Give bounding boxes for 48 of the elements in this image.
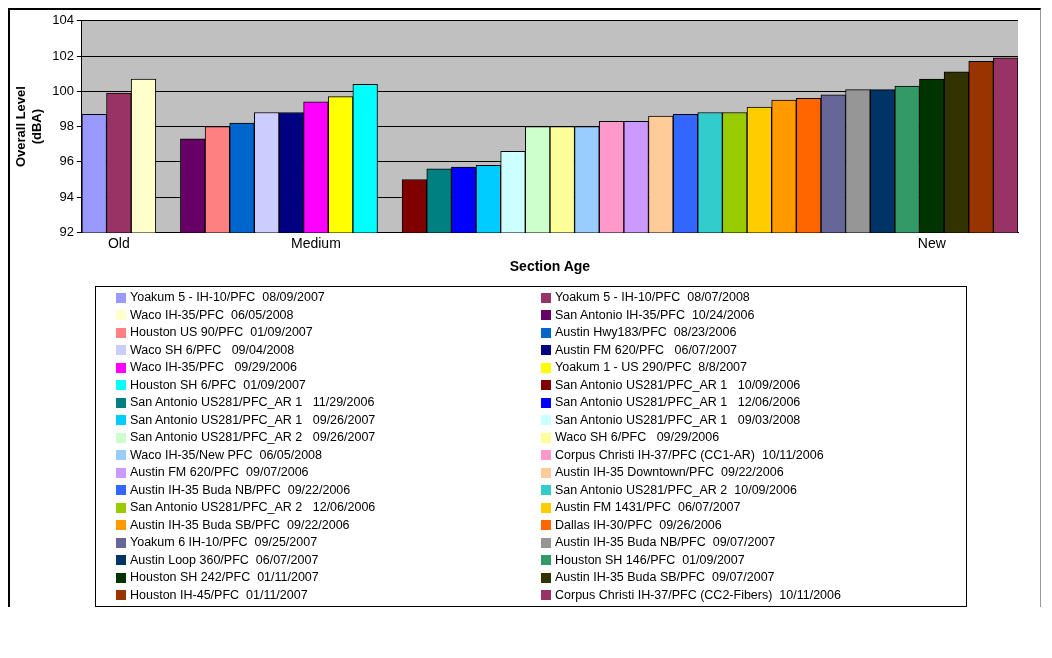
y-tick-label: 96: [59, 153, 74, 169]
legend-label: Austin FM 620/PFC 06/07/2007: [555, 341, 738, 359]
legend-label: Austin IH-35 Downtown/PFC 09/22/2006: [555, 464, 784, 481]
x-tick-label: Medium: [291, 234, 341, 251]
legend-label: San Antonio US281/PFC_AR 2 10/09/2006: [555, 481, 797, 499]
legend-label: Corpus Christi IH-37/PFC (CC1-AR) 10/11/2006: [555, 446, 824, 464]
legend-label: San Antonio US281/PFC_AR 1 09/03/2008: [555, 411, 801, 429]
x-tick-label: Old: [107, 234, 130, 251]
legend-label: Dallas IH-30/PFC 09/26/2006: [555, 516, 722, 534]
legend-label: Yoakum 5 - IH-10/PFC 08/07/2008: [555, 289, 750, 306]
legend-label: Austin IH-35 Buda SB/PFC 09/22/2006: [130, 516, 350, 534]
legend-label: Austin FM 620/PFC 09/07/2006: [130, 464, 309, 481]
legend-label: Austin FM 1431/PFC 06/07/2007: [555, 499, 741, 516]
legend-label: Waco IH-35/PFC 09/29/2006: [130, 359, 297, 376]
legend-label: San Antonio US281/PFC_AR 1 11/29/2006: [130, 394, 375, 411]
legend-label: Austin IH-35 Buda NB/PFC 09/22/2006: [130, 481, 351, 499]
x-axis-title: Section Age: [509, 258, 591, 275]
legend-label: San Antonio US281/PFC_AR 1 10/09/2006: [555, 376, 801, 394]
legend-label: Houston SH 146/PFC 01/09/2007: [555, 551, 745, 569]
y-axis-title: Overall Level (dBA): [13, 86, 44, 168]
y-tick-label: 98: [59, 118, 74, 134]
legend-label: Houston SH 6/PFC 01/09/2007: [130, 376, 306, 394]
y-tick-label: 100: [52, 82, 74, 98]
legend-label: Yoakum 5 - IH-10/PFC 08/09/2007: [130, 289, 325, 306]
legend-label: Waco IH-35/New PFC 06/05/2008: [130, 446, 322, 464]
legend-label: Yoakum 1 - US 290/PFC 8/8/2007: [555, 359, 748, 376]
legend-label: San Antonio IH-35/PFC 10/24/2006: [555, 306, 755, 324]
legend-label: San Antonio US281/PFC_AR 1 12/06/2006: [555, 394, 801, 411]
legend-label: Austin Hwy183/PFC 08/23/2006: [555, 324, 737, 341]
y-tick-label: 92: [59, 223, 74, 239]
legend-label: Houston IH-45/PFC 01/11/2007: [130, 586, 308, 604]
legend-label: Corpus Christi IH-37/PFC (CC2-Fibers) 10/11/2006: [555, 586, 841, 604]
legend-label: Waco IH-35/PFC 06/05/2008: [130, 306, 294, 324]
legend-label: Waco SH 6/PFC 09/29/2006: [555, 429, 720, 446]
x-tick-label: New: [917, 234, 947, 251]
y-tick-label: 94: [59, 188, 74, 204]
legend-label: San Antonio US281/PFC_AR 1 09/26/2007: [130, 411, 376, 429]
legend-label: San Antonio US281/PFC_AR 2 09/26/2007: [130, 429, 376, 446]
y-tick-label: 104: [52, 12, 74, 28]
legend-label: Waco SH 6/PFC 09/04/2008: [130, 341, 295, 359]
legend-label: Yoakum 6 IH-10/PFC 09/25/2007: [130, 534, 318, 551]
y-tick-label: 102: [52, 47, 74, 63]
legend-label: Houston US 90/PFC 01/09/2007: [130, 324, 313, 341]
legend-label: Austin IH-35 Buda SB/PFC 09/07/2007: [555, 569, 775, 586]
legend-label: San Antonio US281/PFC_AR 2 12/06/2006: [130, 499, 376, 516]
legend-label: Houston SH 242/PFC 01/11/2007: [130, 569, 319, 586]
legend-label: Austin IH-35 Buda NB/PFC 09/07/2007: [555, 534, 776, 551]
legend-label: Austin Loop 360/PFC 06/07/2007: [130, 551, 319, 569]
